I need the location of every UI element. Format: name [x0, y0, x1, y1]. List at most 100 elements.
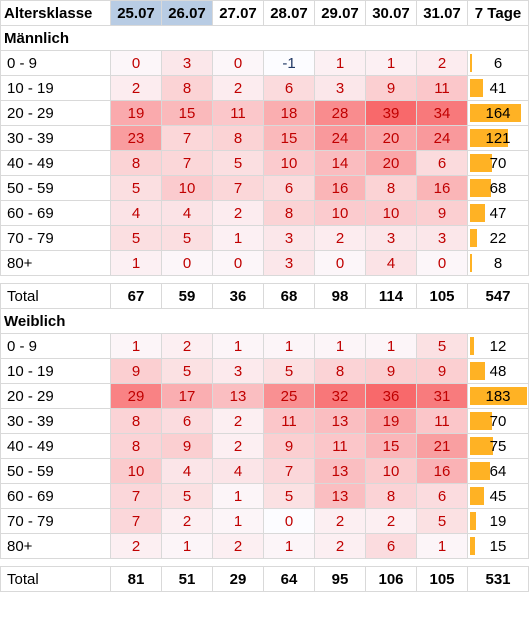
seven-day-cell: 19 — [467, 508, 529, 534]
seven-day-cell: 75 — [467, 433, 529, 459]
table-row: 70 - 79 5 5 1 3 2 3 3 22 — [0, 225, 529, 251]
data-bar — [470, 229, 477, 247]
value-cell: 8 — [110, 408, 162, 434]
value-cell: 17 — [161, 383, 213, 409]
value-cell: 2 — [212, 408, 264, 434]
spacer-cell — [314, 558, 366, 567]
value-cell: 2 — [314, 508, 366, 534]
value-cell: 10 — [110, 458, 162, 484]
seven-day-cell: 47 — [467, 200, 529, 226]
seven-day-cell: 48 — [467, 358, 529, 384]
value-cell: 1 — [314, 50, 366, 76]
data-bar — [470, 179, 492, 197]
value-cell: 10 — [263, 150, 315, 176]
value-cell: 15 — [365, 433, 417, 459]
value-cell: 9 — [110, 358, 162, 384]
value-cell: 2 — [161, 508, 213, 534]
value-cell: 5 — [161, 358, 213, 384]
spacer-cell — [314, 275, 366, 284]
value-cell: 0 — [263, 508, 315, 534]
value-cell: 2 — [110, 75, 162, 101]
value-cell: 1 — [212, 508, 264, 534]
table-row: 10 - 19 2 8 2 6 3 9 11 41 — [0, 75, 529, 101]
value-cell: 6 — [365, 533, 417, 559]
value-cell: 5 — [263, 358, 315, 384]
age-label: 50 - 59 — [0, 175, 111, 201]
spacer-cell — [365, 558, 417, 567]
seven-day-cell: 70 — [467, 408, 529, 434]
table-row: 80+ 2 1 2 1 2 6 1 15 — [0, 533, 529, 559]
value-cell: 1 — [365, 50, 417, 76]
value-cell: 0 — [212, 250, 264, 276]
total-cell: 36 — [212, 283, 264, 309]
age-label: 80+ — [0, 533, 111, 559]
value-cell: 4 — [212, 458, 264, 484]
value-cell: 10 — [365, 200, 417, 226]
value-cell: 4 — [161, 458, 213, 484]
value-cell: 7 — [110, 483, 162, 509]
value-cell: 6 — [416, 150, 468, 176]
total-label: Total — [0, 566, 111, 592]
seven-day-cell: 164 — [467, 100, 529, 126]
seven-day-cell: 45 — [467, 483, 529, 509]
value-cell: 5 — [212, 150, 264, 176]
value-cell: -1 — [263, 50, 315, 76]
seven-day-cell: 15 — [467, 533, 529, 559]
value-cell: 4 — [161, 200, 213, 226]
value-cell: 8 — [365, 175, 417, 201]
value-cell: 13 — [314, 408, 366, 434]
seven-day-value: 183 — [485, 387, 511, 405]
data-bar — [470, 462, 490, 480]
table-row: 40 - 49 8 7 5 10 14 20 6 70 — [0, 150, 529, 176]
seven-day-value: 15 — [489, 537, 507, 555]
value-cell: 14 — [314, 150, 366, 176]
section-title-row: Weiblich — [0, 308, 529, 334]
total-row: Total 67 59 36 68 98 114 105 547 — [0, 283, 529, 309]
seven-day-cell: 70 — [467, 150, 529, 176]
seven-day-cell: 121 — [467, 125, 529, 151]
value-cell: 11 — [263, 408, 315, 434]
value-cell: 5 — [416, 508, 468, 534]
value-cell: 13 — [314, 483, 366, 509]
value-cell: 8 — [161, 75, 213, 101]
total-cell: 114 — [365, 283, 417, 309]
value-cell: 6 — [263, 175, 315, 201]
data-bar — [470, 437, 494, 455]
value-cell: 6 — [263, 75, 315, 101]
seven-day-value: 121 — [485, 129, 511, 147]
seven-day-value: 64 — [489, 462, 507, 480]
value-cell: 11 — [314, 433, 366, 459]
value-cell: 1 — [314, 333, 366, 359]
value-cell: 11 — [416, 408, 468, 434]
value-cell: 1 — [416, 533, 468, 559]
date-header: 28.07 — [263, 0, 315, 26]
value-cell: 1 — [263, 333, 315, 359]
value-cell: 16 — [416, 175, 468, 201]
age-label: 70 - 79 — [0, 225, 111, 251]
value-cell: 8 — [314, 358, 366, 384]
value-cell: 3 — [161, 50, 213, 76]
section-title: Männlich — [0, 25, 529, 51]
seven-day-cell: 12 — [467, 333, 529, 359]
value-cell: 5 — [263, 483, 315, 509]
age-label: 40 - 49 — [0, 150, 111, 176]
spacer-cell — [212, 275, 264, 284]
seven-day-cell: 8 — [467, 250, 529, 276]
value-cell: 0 — [314, 250, 366, 276]
table-row: 10 - 19 9 5 3 5 8 9 9 48 — [0, 358, 529, 384]
value-cell: 0 — [212, 50, 264, 76]
table-row: 20 - 29 19 15 11 18 28 39 34 164 — [0, 100, 529, 126]
seven-day-cell: 41 — [467, 75, 529, 101]
value-cell: 20 — [365, 125, 417, 151]
value-cell: 3 — [263, 225, 315, 251]
value-cell: 11 — [212, 100, 264, 126]
value-cell: 19 — [110, 100, 162, 126]
total-cell: 105 — [416, 283, 468, 309]
value-cell: 0 — [161, 250, 213, 276]
value-cell: 3 — [212, 358, 264, 384]
table-row: 30 - 39 8 6 2 11 13 19 11 70 — [0, 408, 529, 434]
spacer-cell — [212, 558, 264, 567]
age-label: 0 - 9 — [0, 50, 111, 76]
table-row: 0 - 9 1 2 1 1 1 1 5 12 — [0, 333, 529, 359]
value-cell: 3 — [365, 225, 417, 251]
